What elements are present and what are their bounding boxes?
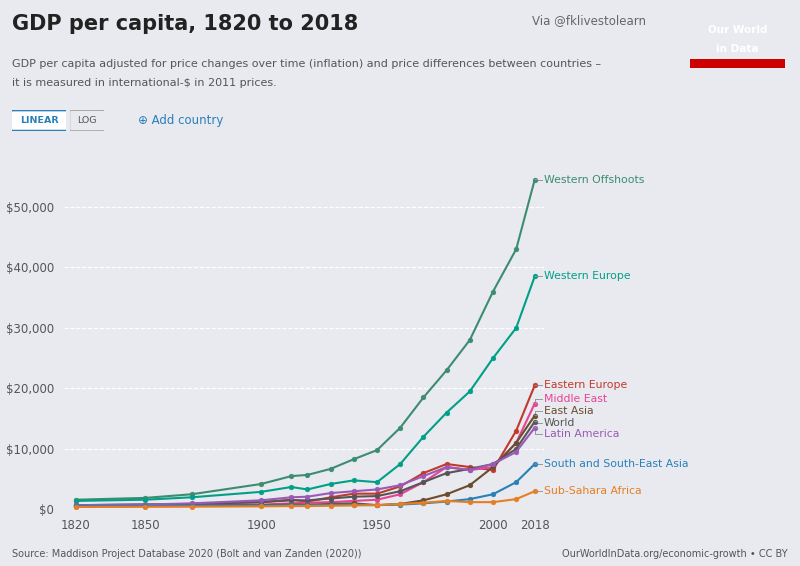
Text: Eastern Europe: Eastern Europe — [544, 380, 627, 391]
Text: in Data: in Data — [716, 44, 759, 54]
Text: ⊕ Add country: ⊕ Add country — [138, 114, 223, 127]
FancyBboxPatch shape — [690, 59, 785, 68]
Text: it is measured in international-$ in 2011 prices.: it is measured in international-$ in 201… — [12, 78, 277, 88]
FancyBboxPatch shape — [11, 110, 67, 131]
Text: South and South-East Asia: South and South-East Asia — [544, 459, 689, 469]
Text: Western Offshoots: Western Offshoots — [544, 175, 644, 185]
FancyBboxPatch shape — [70, 110, 105, 131]
Text: OurWorldInData.org/economic-growth • CC BY: OurWorldInData.org/economic-growth • CC … — [562, 549, 788, 559]
Text: LINEAR: LINEAR — [20, 116, 58, 125]
Text: Our World: Our World — [708, 25, 767, 35]
Text: Latin America: Latin America — [544, 429, 619, 439]
Text: East Asia: East Asia — [544, 406, 594, 417]
Text: World: World — [544, 418, 575, 428]
Text: Source: Maddison Project Database 2020 (Bolt and van Zanden (2020)): Source: Maddison Project Database 2020 (… — [12, 549, 362, 559]
Text: Middle East: Middle East — [544, 395, 607, 404]
Text: GDP per capita adjusted for price changes over time (inflation) and price differ: GDP per capita adjusted for price change… — [12, 59, 601, 70]
Text: GDP per capita, 1820 to 2018: GDP per capita, 1820 to 2018 — [12, 14, 358, 34]
Text: Sub-Sahara Africa: Sub-Sahara Africa — [544, 486, 642, 496]
Text: LOG: LOG — [78, 116, 97, 125]
Text: Western Europe: Western Europe — [544, 272, 630, 281]
Text: Via @fklivestolearn: Via @fklivestolearn — [532, 14, 646, 27]
